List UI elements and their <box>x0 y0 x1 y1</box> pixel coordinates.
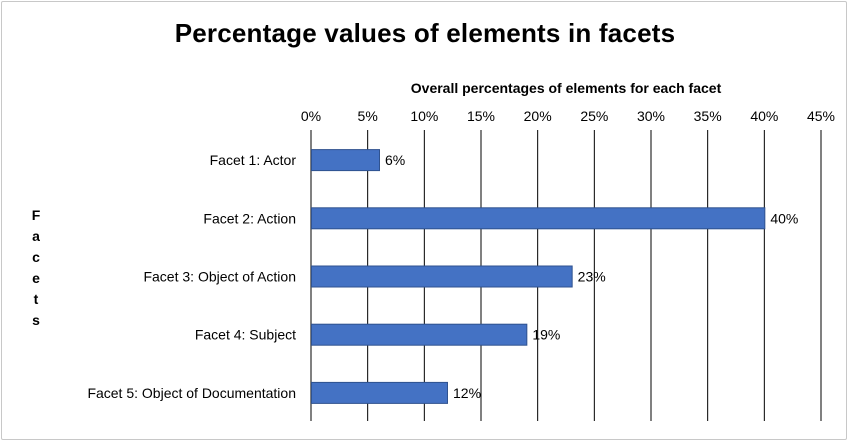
x-tick-label: 40% <box>750 108 778 124</box>
bar <box>311 323 528 346</box>
chart-title: Percentage values of elements in facets <box>174 18 676 48</box>
bar <box>311 207 766 230</box>
x-tick-label: 0% <box>301 108 321 124</box>
data-label: 40% <box>770 210 798 226</box>
data-label: 23% <box>578 269 606 285</box>
bar <box>311 149 380 172</box>
bar <box>311 265 573 288</box>
category-label: Facet 2: Action <box>203 210 296 226</box>
category-label: Facet 4: Subject <box>195 327 296 343</box>
x-tick-label: 20% <box>524 108 552 124</box>
category-label: Facet 3: Object of Action <box>143 269 296 285</box>
category-label: Facet 1: Actor <box>210 152 297 168</box>
data-label: 6% <box>385 152 405 168</box>
x-tick-label: 25% <box>580 108 608 124</box>
data-label: 12% <box>453 385 481 401</box>
category-label: Facet 5: Object of Documentation <box>87 385 296 401</box>
y-axis-label: F a c e t s <box>31 207 41 328</box>
x-tick-label: 30% <box>637 108 665 124</box>
bar <box>311 381 448 404</box>
x-tick-label: 35% <box>694 108 722 124</box>
x-tick-label: 10% <box>410 108 438 124</box>
x-tick-label: 5% <box>358 108 378 124</box>
data-label: 19% <box>532 327 560 343</box>
x-tick-label: 15% <box>467 108 495 124</box>
x-tick-label: 45% <box>807 108 835 124</box>
x-axis-label: Overall percentages of elements for each… <box>410 80 722 96</box>
